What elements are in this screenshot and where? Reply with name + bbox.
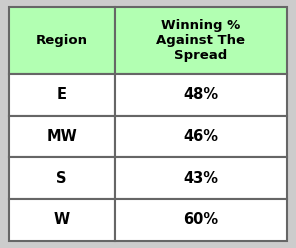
Text: W: W bbox=[54, 212, 70, 227]
FancyBboxPatch shape bbox=[9, 116, 115, 157]
Text: Winning %
Against The
Spread: Winning % Against The Spread bbox=[156, 19, 245, 62]
Text: 46%: 46% bbox=[183, 129, 218, 144]
FancyBboxPatch shape bbox=[9, 199, 115, 241]
FancyBboxPatch shape bbox=[115, 116, 287, 157]
FancyBboxPatch shape bbox=[9, 74, 115, 116]
FancyBboxPatch shape bbox=[115, 157, 287, 199]
Text: Region: Region bbox=[36, 34, 88, 47]
Text: 60%: 60% bbox=[183, 212, 218, 227]
FancyBboxPatch shape bbox=[9, 157, 115, 199]
Text: 43%: 43% bbox=[183, 171, 218, 186]
FancyBboxPatch shape bbox=[115, 7, 287, 74]
Text: S: S bbox=[57, 171, 67, 186]
FancyBboxPatch shape bbox=[9, 7, 115, 74]
Text: 48%: 48% bbox=[183, 87, 218, 102]
Text: MW: MW bbox=[46, 129, 77, 144]
FancyBboxPatch shape bbox=[115, 74, 287, 116]
FancyBboxPatch shape bbox=[115, 199, 287, 241]
Text: E: E bbox=[57, 87, 67, 102]
